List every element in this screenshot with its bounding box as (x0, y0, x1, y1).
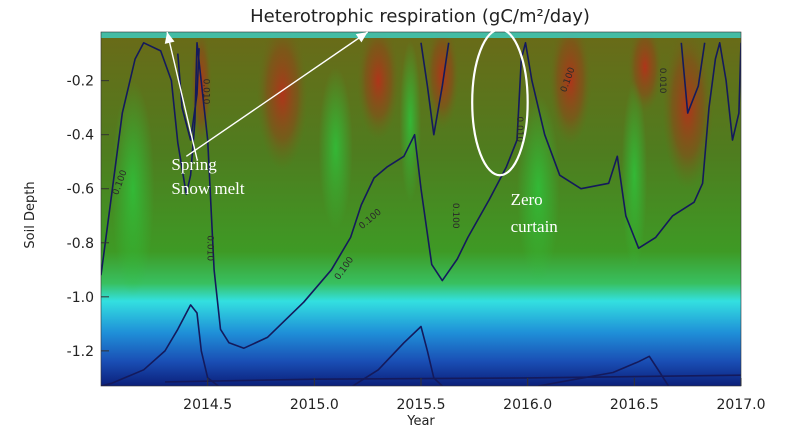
x-tick-label-0: 2014.5 (183, 397, 232, 413)
green-band-0 (111, 80, 155, 297)
contour-label-6: 0.010 (514, 116, 524, 142)
annotation-text-1: Snow melt (171, 179, 244, 198)
green-band-1 (318, 67, 353, 230)
hotspot-2 (357, 32, 400, 141)
green-band-4 (621, 80, 648, 270)
annotation-text-2: Zero (511, 190, 543, 209)
contour-line-6 (538, 355, 670, 386)
x-tick-label-3: 2016.0 (503, 397, 552, 413)
x-tick-label-1: 2015.0 (290, 397, 339, 413)
y-tick-label-2: -0.6 (67, 182, 94, 198)
y-tick-label-0: -0.2 (67, 74, 94, 90)
x-tick-label-4: 2016.5 (610, 397, 659, 413)
x-tick-label-5: 2017.0 (717, 397, 766, 413)
x-axis: 2014.5 2015.0 2015.5 2016.0 2016.5 2017.0 (183, 378, 766, 413)
y-tick-label-1: -0.4 (67, 128, 94, 144)
x-axis-label: Year (406, 414, 435, 429)
contour-line-2 (420, 42, 450, 136)
annotation-arrowhead-1 (355, 32, 368, 43)
y-tick-label-4: -1.0 (67, 290, 94, 306)
contour-label-1: 0.010 (205, 235, 215, 261)
y-tick-label-3: -0.8 (67, 236, 94, 252)
y-axis-label: Soil Depth (23, 181, 38, 248)
annotation-arrow-1 (185, 31, 369, 157)
contour-line-3 (680, 42, 706, 114)
hotspot-4 (549, 32, 592, 146)
contour-label-2: 0.010 (200, 79, 210, 105)
x-tick-label-2: 2015.5 (397, 397, 446, 413)
y-tick-label-5: -1.2 (67, 344, 94, 360)
chart-title: Heterotrophic respiration (gC/m²/day) (250, 6, 590, 27)
annotation-text-0: Spring (171, 155, 217, 174)
annotation-text-3: curtain (511, 217, 559, 236)
green-band-2 (399, 40, 422, 203)
surface-band (101, 32, 741, 38)
green-band-3 (517, 94, 560, 284)
annotation-arrowhead-0 (164, 32, 175, 44)
zero-curtain-ellipse (471, 28, 529, 177)
contour-label-5: 0.100 (450, 203, 460, 229)
y-axis: -0.2 -0.4 -0.6 -0.8 -1.0 -1.2 (67, 74, 109, 360)
contour-label-8: 0.010 (657, 68, 667, 94)
hotspot-1 (256, 32, 308, 170)
contour-line-4 (101, 304, 219, 386)
contour-line-0 (101, 42, 741, 349)
annotation-overlay: Spring Snow melt Zero curtain (164, 28, 559, 236)
annotation-arrow-0 (166, 31, 198, 160)
